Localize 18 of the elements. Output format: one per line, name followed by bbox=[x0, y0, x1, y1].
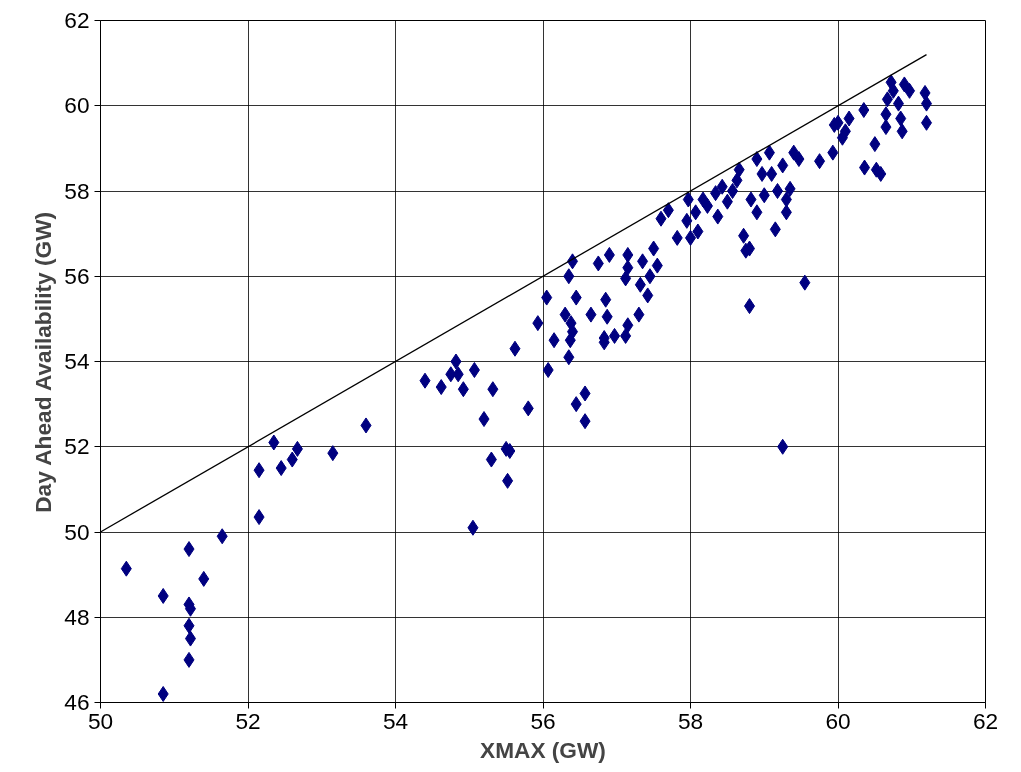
x-tick-label: 52 bbox=[235, 707, 261, 734]
y-tick-label: 60 bbox=[64, 92, 90, 119]
y-tick-label: 58 bbox=[64, 177, 90, 204]
y-tick-label: 50 bbox=[64, 518, 90, 545]
y-tick-label: 54 bbox=[64, 348, 90, 374]
x-tick-label: 50 bbox=[87, 707, 114, 734]
x-tick-label: 58 bbox=[677, 707, 704, 734]
x-axis-title: XMAX (GW) bbox=[480, 736, 606, 763]
y-tick-label: 48 bbox=[64, 603, 90, 630]
x-tick-label: 56 bbox=[530, 707, 556, 734]
y-tick-label: 52 bbox=[64, 433, 90, 460]
y-tick-label: 56 bbox=[64, 262, 90, 289]
y-tick-label: 62 bbox=[64, 7, 90, 33]
y-tick-label: 46 bbox=[64, 689, 90, 715]
x-tick-label: 60 bbox=[825, 707, 851, 734]
y-axis-title: Day Ahead Availability (GW) bbox=[30, 211, 57, 513]
x-tick-label: 54 bbox=[382, 707, 409, 734]
x-tick-label: 62 bbox=[972, 707, 999, 734]
